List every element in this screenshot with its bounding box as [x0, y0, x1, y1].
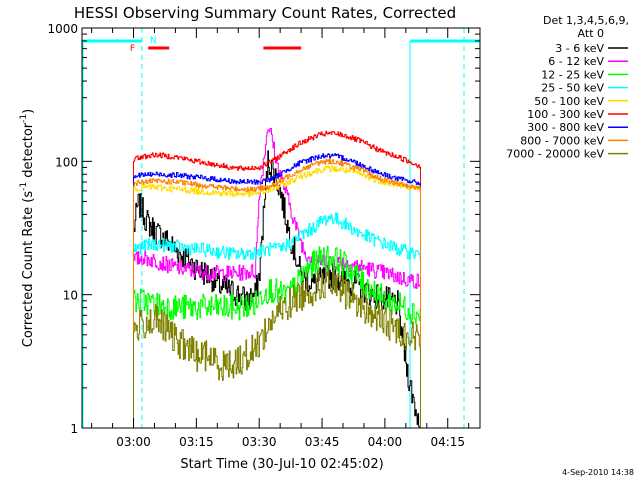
- series-line: [133, 153, 421, 428]
- timestamp: 4-Sep-2010 14:38: [562, 468, 634, 477]
- x-axis-label: Start Time (30-Jul-10 02:45:02): [180, 457, 383, 472]
- y-axis-label-close: ): [21, 109, 36, 114]
- legend-label: 6 - 12 keV: [548, 55, 604, 68]
- y-axis-label: Corrected Count Rate (s-1 detector-1): [19, 109, 36, 347]
- x-tick-label: 04:15: [430, 435, 465, 449]
- legend-label: 300 - 800 keV: [527, 121, 604, 134]
- x-axis: 03:00 03:15 03:30 03:45 04:00 04:15: [91, 28, 470, 449]
- x-tick-label: 03:45: [305, 435, 340, 449]
- series-line: [133, 165, 421, 428]
- x-tick-label: 03:15: [179, 435, 214, 449]
- series-line: [133, 127, 421, 428]
- series-line: [133, 269, 421, 428]
- y-tick-label: 100: [55, 155, 78, 169]
- x-tick-label: 03:00: [116, 435, 151, 449]
- legend-label: 800 - 7000 keV: [520, 134, 604, 147]
- y-axis: 1 10 100 1000: [47, 22, 480, 436]
- legend-label: 25 - 50 keV: [541, 82, 604, 95]
- legend-header-line1: Det 1,3,4,5,6,9,: [543, 14, 629, 27]
- y-axis-label-mid: detector: [21, 122, 36, 182]
- legend-label: 50 - 100 keV: [534, 95, 604, 108]
- legend-label: 3 - 6 keV: [555, 42, 604, 55]
- series-line: [133, 158, 421, 428]
- legend-label: 12 - 25 keV: [541, 68, 604, 81]
- x-tick-label: 03:30: [242, 435, 277, 449]
- y-tick-label: 1000: [47, 22, 78, 36]
- y-tick-label: 1: [70, 422, 78, 436]
- y-axis-label-main: Corrected Count Rate (s: [21, 191, 36, 348]
- series-layer: [133, 127, 421, 429]
- series-line: [133, 245, 421, 428]
- legend-label: 100 - 300 keV: [527, 108, 604, 121]
- y-tick-label: 10: [63, 289, 78, 303]
- flare-label: F: [130, 44, 135, 54]
- legend-label: 7000 - 20000 keV: [506, 148, 604, 161]
- series-line: [133, 130, 421, 428]
- plot-frame: [81, 27, 481, 429]
- series-line: [133, 212, 421, 428]
- night-label: N: [150, 36, 157, 46]
- chart-title: HESSI Observing Summary Count Rates, Cor…: [74, 4, 456, 22]
- y-axis-label-sup2: -1: [19, 114, 29, 123]
- legend-header-line2: Att 0: [578, 27, 604, 40]
- y-axis-label-sup1: -1: [19, 182, 29, 191]
- x-tick-label: 04:00: [368, 435, 403, 449]
